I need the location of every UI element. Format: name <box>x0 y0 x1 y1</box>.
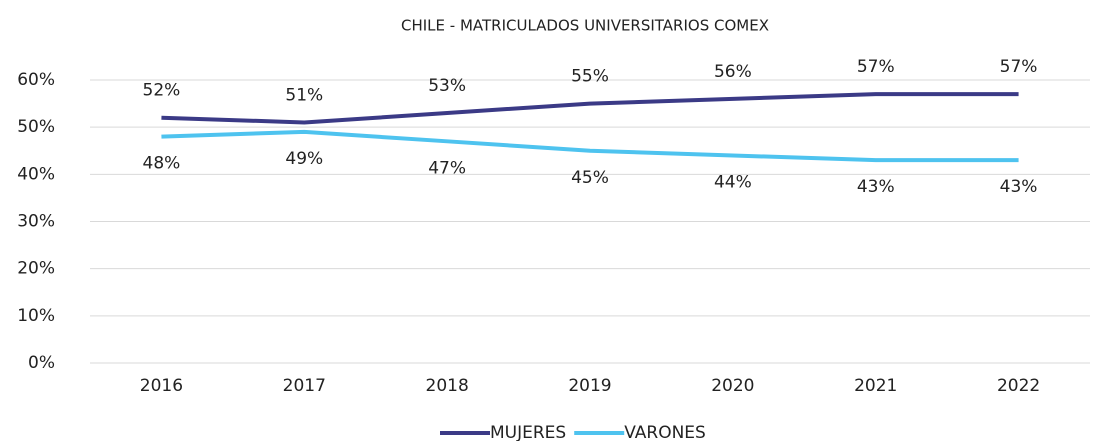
y-tick-label: 60% <box>17 70 55 90</box>
x-tick-label: 2017 <box>283 376 326 396</box>
x-tick-label: 2016 <box>140 376 183 396</box>
x-tick-label: 2022 <box>997 376 1040 396</box>
data-label: 53% <box>428 76 466 96</box>
y-tick-label: 30% <box>17 212 55 232</box>
chart-title: CHILE - MATRICULADOS UNIVERSITARIOS COME… <box>401 17 769 35</box>
data-label: 51% <box>285 85 323 105</box>
legend-label: VARONES <box>624 423 706 441</box>
data-label: 47% <box>428 158 466 178</box>
y-tick-label: 10% <box>17 306 55 326</box>
data-label: 43% <box>1000 177 1038 197</box>
data-label: 57% <box>857 57 895 77</box>
series-line <box>161 129 1019 163</box>
x-tick-label: 2021 <box>854 376 897 396</box>
data-label: 43% <box>857 177 895 197</box>
data-label: 45% <box>571 168 609 188</box>
data-label: 52% <box>143 81 181 101</box>
x-tick-label: 2020 <box>711 376 754 396</box>
y-tick-label: 0% <box>28 353 55 373</box>
legend-label: MUJERES <box>490 423 566 441</box>
x-tick-label: 2019 <box>568 376 611 396</box>
data-label: 56% <box>714 62 752 82</box>
data-label: 48% <box>143 154 181 174</box>
y-tick-label: 50% <box>17 117 55 137</box>
data-label: 49% <box>285 149 323 169</box>
x-tick-label: 2018 <box>426 376 469 396</box>
y-tick-label: 40% <box>17 164 55 184</box>
data-label: 44% <box>714 172 752 192</box>
data-label: 55% <box>571 67 609 87</box>
series-line <box>161 92 1019 125</box>
y-tick-label: 20% <box>17 259 55 279</box>
data-label: 57% <box>1000 57 1038 77</box>
